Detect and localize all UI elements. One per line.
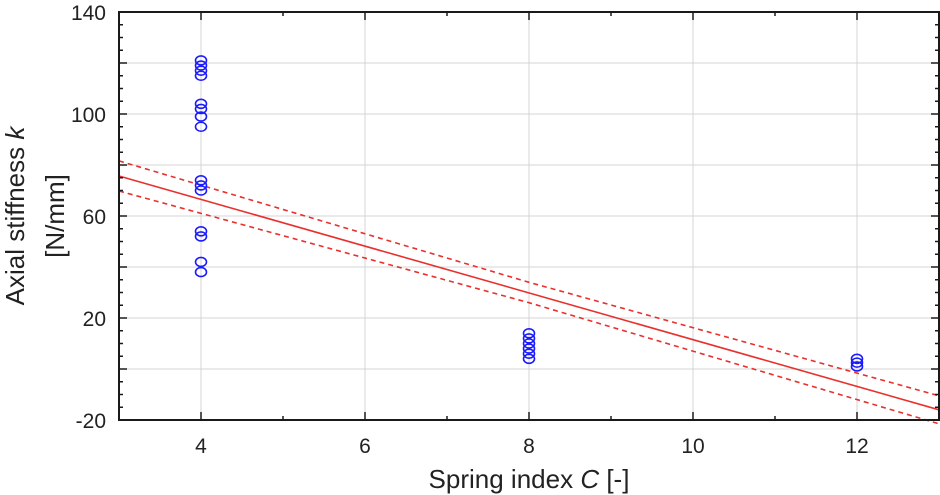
data-point-marker (194, 111, 208, 122)
data-point-marker (850, 361, 864, 372)
x-tick-label: 6 (359, 435, 371, 458)
regression-line (118, 175, 940, 411)
x-tick-label: 10 (681, 435, 704, 458)
confidence-band-line (118, 190, 940, 425)
data-point-marker (194, 98, 208, 110)
x-axis-title: Spring index C [-] (429, 464, 630, 494)
y-axis-title-line1: Axial stiffness k (0, 125, 30, 306)
data-point-marker (522, 343, 536, 354)
y-tick-label: 100 (71, 104, 106, 127)
x-tick-label: 12 (845, 435, 868, 458)
data-point-marker (194, 65, 208, 76)
y-tick-label: 140 (71, 2, 106, 25)
data-point-marker (522, 333, 536, 344)
data-point-marker (850, 353, 864, 365)
y-tick-label: -20 (76, 410, 106, 433)
data-point-marker (522, 327, 536, 339)
data-point-marker (522, 348, 536, 360)
data-point-marker (194, 231, 208, 242)
x-tick-label: 4 (195, 435, 207, 458)
y-axis-tick-labels: 140 100 60 20 -20 (71, 2, 106, 433)
data-points (194, 55, 864, 372)
data-point-marker (522, 338, 536, 349)
data-point-marker (194, 226, 208, 237)
data-point-marker (522, 353, 536, 365)
data-point-marker (194, 256, 208, 268)
y-tick-label: 20 (83, 308, 106, 331)
axis-ticks (118, 11, 940, 421)
data-point-marker (194, 55, 208, 66)
y-tick-label: 60 (83, 206, 106, 229)
data-point-marker (194, 60, 208, 71)
data-point-marker (194, 185, 208, 196)
data-point-marker (850, 357, 864, 368)
data-point-marker (194, 175, 208, 186)
x-tick-label: 8 (523, 435, 535, 458)
data-point-marker (194, 121, 208, 133)
gridlines (119, 12, 939, 420)
x-axis-tick-labels: 4 6 8 10 12 (195, 435, 869, 458)
fit-lines (118, 160, 940, 425)
data-point-marker (194, 70, 208, 82)
data-point-marker (194, 180, 208, 191)
y-axis-title-line2: [N/mm] (40, 174, 70, 258)
data-point-marker (194, 266, 208, 278)
data-point-marker (194, 103, 208, 115)
confidence-band-line (118, 160, 940, 397)
